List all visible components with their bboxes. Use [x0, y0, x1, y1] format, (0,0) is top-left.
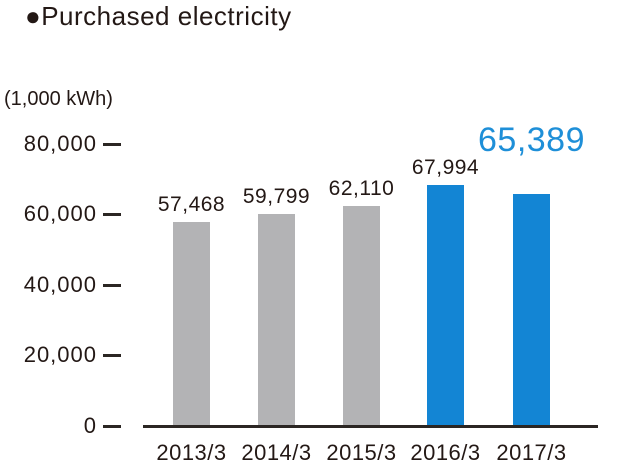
x-axis-line	[143, 425, 598, 428]
bar-value-label-2017-3: 65,389	[478, 121, 585, 159]
y-axis-tick	[103, 283, 121, 287]
y-axis-tick-label: 40,000	[23, 271, 97, 297]
y-axis-tick	[103, 354, 121, 358]
y-axis-tick-label: 0	[83, 413, 97, 438]
bar-value-label-2013-3: 57,468	[157, 193, 226, 216]
bar-2013-3	[173, 222, 210, 425]
x-axis-label-2017-3: 2017/3	[496, 440, 567, 465]
y-axis-unit-label: (1,000 kWh)	[4, 88, 113, 110]
x-axis-label-2016-3: 2016/3	[410, 440, 481, 465]
bar-value-label-2016-3: 67,994	[411, 156, 480, 179]
y-axis-tick	[103, 213, 121, 217]
chart-title: ●Purchased electricity	[25, 1, 292, 31]
y-axis-tick-label: 20,000	[23, 342, 97, 368]
x-axis-label-2015-3: 2015/3	[326, 440, 397, 465]
bar-value-label-2015-3: 62,110	[328, 177, 395, 200]
bar-2017-3	[513, 194, 550, 425]
y-axis-tick-label: 80,000	[23, 130, 97, 156]
y-axis-tick	[103, 425, 121, 428]
bar-2014-3	[258, 214, 295, 425]
x-axis-label-2013-3: 2013/3	[156, 440, 227, 465]
bar-2016-3	[427, 185, 464, 425]
bar-value-label-2014-3: 59,799	[242, 185, 311, 208]
y-axis-tick-label: 60,000	[23, 201, 97, 227]
x-axis-label-2014-3: 2014/3	[241, 440, 312, 465]
y-axis-tick	[103, 142, 121, 146]
bar-2015-3	[343, 206, 380, 425]
